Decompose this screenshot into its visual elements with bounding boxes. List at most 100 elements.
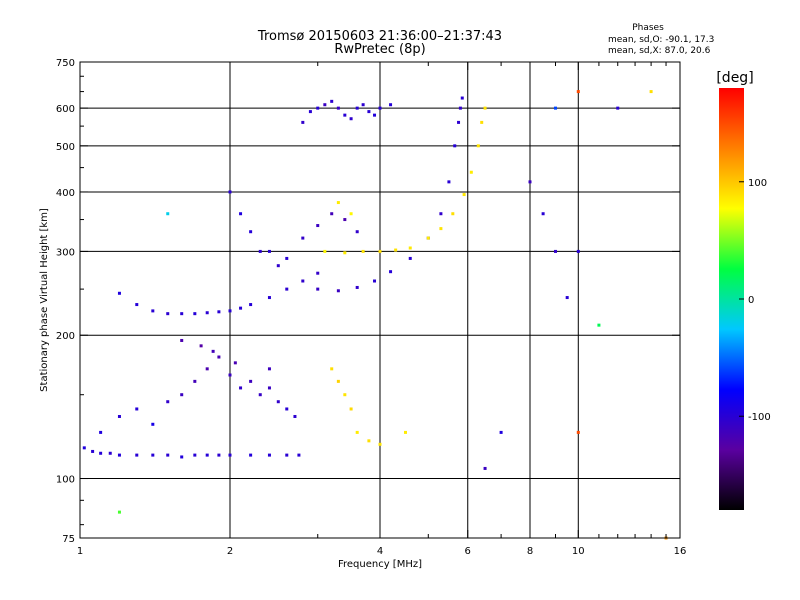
data-point-0-7 (166, 453, 170, 457)
data-point-4-4 (394, 248, 398, 252)
data-point-4-10 (469, 170, 473, 174)
data-point-6-16 (343, 393, 347, 397)
data-point-5-4 (330, 99, 334, 103)
data-point-5-2 (316, 106, 320, 110)
data-point-3-2 (355, 285, 359, 289)
data-point-1-21 (267, 367, 271, 371)
data-point-2-4 (180, 312, 184, 316)
data-point-5-6 (343, 113, 347, 117)
data-point-1-15 (285, 407, 289, 411)
y-tick-label-5: 500 (56, 142, 75, 153)
data-point-6-4 (267, 249, 271, 253)
data-point-3-1 (336, 289, 340, 293)
chart-subtitle: RwPretec (8p) (334, 42, 425, 57)
x-tick-label-5: 10 (572, 546, 585, 557)
x-axis-label: Frequency [MHz] (338, 559, 422, 570)
data-point-7-12 (483, 466, 487, 470)
phase-legend-title: Phases (632, 23, 664, 33)
data-point-6-10 (343, 218, 347, 222)
data-point-5-5 (336, 106, 340, 110)
data-point-6-0 (228, 190, 232, 194)
data-point-1-6 (193, 379, 197, 383)
data-point-2-12 (285, 287, 289, 291)
data-point-4-11 (476, 144, 480, 148)
y-tick-label-3: 300 (56, 247, 75, 258)
y-tick-label-0: 75 (62, 534, 75, 545)
data-point-6-5 (276, 264, 280, 268)
data-point-3-4 (389, 270, 393, 274)
data-point-0-1 (91, 449, 95, 453)
data-point-1-7 (205, 367, 209, 371)
data-point-6-8 (316, 224, 320, 228)
data-point-7-11 (553, 106, 557, 110)
data-point-7-3 (541, 212, 545, 216)
data-point-2-2 (151, 309, 155, 313)
data-point-6-2 (249, 230, 253, 234)
phase-legend-o: mean, sd,O: -90.1, 17.3 (608, 35, 714, 45)
data-point-0-2 (99, 451, 103, 455)
data-point-1-19 (211, 349, 215, 353)
data-point-1-1 (117, 414, 121, 418)
data-point-5-12 (378, 106, 382, 110)
data-point-7-1 (166, 212, 170, 216)
data-point-4-0 (323, 249, 327, 253)
data-point-2-9 (239, 306, 243, 310)
colorbar-label: [deg] (716, 70, 753, 86)
x-tick-label-2: 4 (377, 546, 383, 557)
data-point-6-9 (330, 212, 334, 216)
y-tick-label-2: 200 (56, 331, 75, 342)
data-point-0-12 (228, 453, 232, 457)
data-point-1-12 (258, 393, 262, 397)
data-point-2-11 (267, 296, 271, 300)
x-tick-label-4: 8 (527, 546, 533, 557)
y-axis-label: Stationary phase Virtual Height [km] (39, 208, 50, 392)
data-point-3-11 (458, 106, 462, 110)
axis-ticks: 1 2 4 6 8 10 16 75 100 200 300 400 500 600 750 (56, 58, 686, 557)
data-point-2-7 (217, 310, 221, 314)
data-point-4-12 (480, 120, 484, 124)
data-point-7-0 (117, 510, 121, 514)
data-point-4-8 (451, 212, 455, 216)
data-point-2-8 (228, 309, 232, 313)
x-tick-label-0: 1 (77, 546, 83, 557)
data-point-0-8 (180, 455, 184, 459)
data-point-7-4 (553, 249, 557, 253)
data-point-0-16 (297, 453, 301, 457)
data-point-6-13 (349, 212, 353, 216)
data-point-5-10 (367, 110, 371, 114)
data-point-4-6 (426, 236, 430, 240)
data-point-5-13 (389, 103, 393, 107)
data-point-3-12 (460, 96, 464, 100)
data-point-5-7 (349, 117, 353, 121)
x-tick-label-3: 6 (465, 546, 471, 557)
data-point-0-9 (193, 453, 197, 457)
data-point-4-7 (439, 227, 443, 231)
data-point-3-3 (373, 279, 377, 283)
data-point-7-5 (565, 296, 569, 300)
data-point-2-6 (205, 311, 209, 315)
data-point-2-1 (135, 303, 139, 307)
y-tick-label-6: 600 (56, 104, 75, 115)
data-point-2-3 (166, 312, 170, 316)
data-point-3-7 (439, 212, 443, 216)
data-point-7-2 (528, 180, 532, 184)
data-point-2-14 (316, 271, 320, 275)
data-point-0-3 (108, 451, 112, 455)
data-point-1-10 (239, 386, 243, 390)
data-point-7-7 (576, 90, 580, 94)
data-point-6-12 (336, 201, 340, 205)
data-point-7-14 (576, 430, 580, 434)
data-point-4-2 (361, 249, 365, 253)
data-point-0-11 (217, 453, 221, 457)
data-point-4-5 (408, 246, 412, 250)
y-tick-label-1: 100 (56, 475, 75, 486)
data-point-6-3 (258, 249, 262, 253)
data-point-6-15 (336, 379, 340, 383)
data-point-5-9 (361, 103, 365, 107)
data-point-6-6 (285, 256, 289, 260)
data-point-0-6 (151, 453, 155, 457)
data-point-0-5 (135, 453, 139, 457)
data-point-0-0 (82, 446, 86, 450)
data-point-3-8 (447, 180, 451, 184)
data-point-0-10 (205, 453, 209, 457)
